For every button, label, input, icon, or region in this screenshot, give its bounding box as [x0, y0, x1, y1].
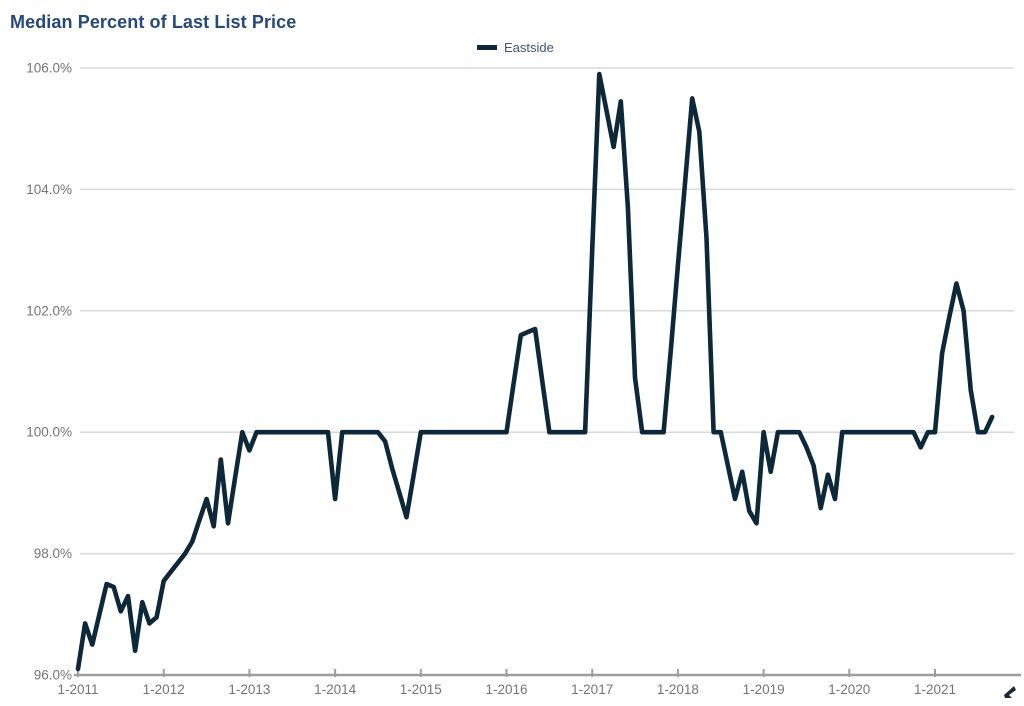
y-axis-label: 104.0%	[26, 182, 72, 197]
x-axis-label: 1-2021	[914, 682, 956, 697]
x-axis-label: 1-2020	[828, 682, 870, 697]
y-axis-label: 102.0%	[26, 303, 72, 318]
x-axis-label: 1-2016	[485, 682, 527, 697]
y-axis-label: 96.0%	[34, 668, 72, 683]
x-axis-label: 1-2018	[657, 682, 699, 697]
x-axis-label: 1-2019	[743, 682, 785, 697]
y-axis-label: 106.0%	[26, 61, 72, 76]
x-axis-label: 1-2015	[400, 682, 442, 697]
bottom-right-artifact	[1004, 686, 1016, 698]
x-axis-label: 1-2011	[57, 682, 98, 697]
eastside-line	[75, 71, 995, 672]
x-axis-label: 1-2014	[314, 682, 357, 697]
y-axis-label: 98.0%	[34, 546, 72, 561]
x-axis-label: 1-2012	[143, 682, 185, 697]
x-axis-label: 1-2013	[228, 682, 270, 697]
x-axis-label: 1-2017	[571, 682, 613, 697]
legend-line-swatch	[477, 44, 497, 50]
legend-label: Eastside	[504, 39, 554, 55]
chart-title: Median Percent of Last List Price	[10, 12, 297, 32]
y-axis-label: 100.0%	[26, 425, 72, 440]
legend: Eastside	[477, 39, 554, 55]
